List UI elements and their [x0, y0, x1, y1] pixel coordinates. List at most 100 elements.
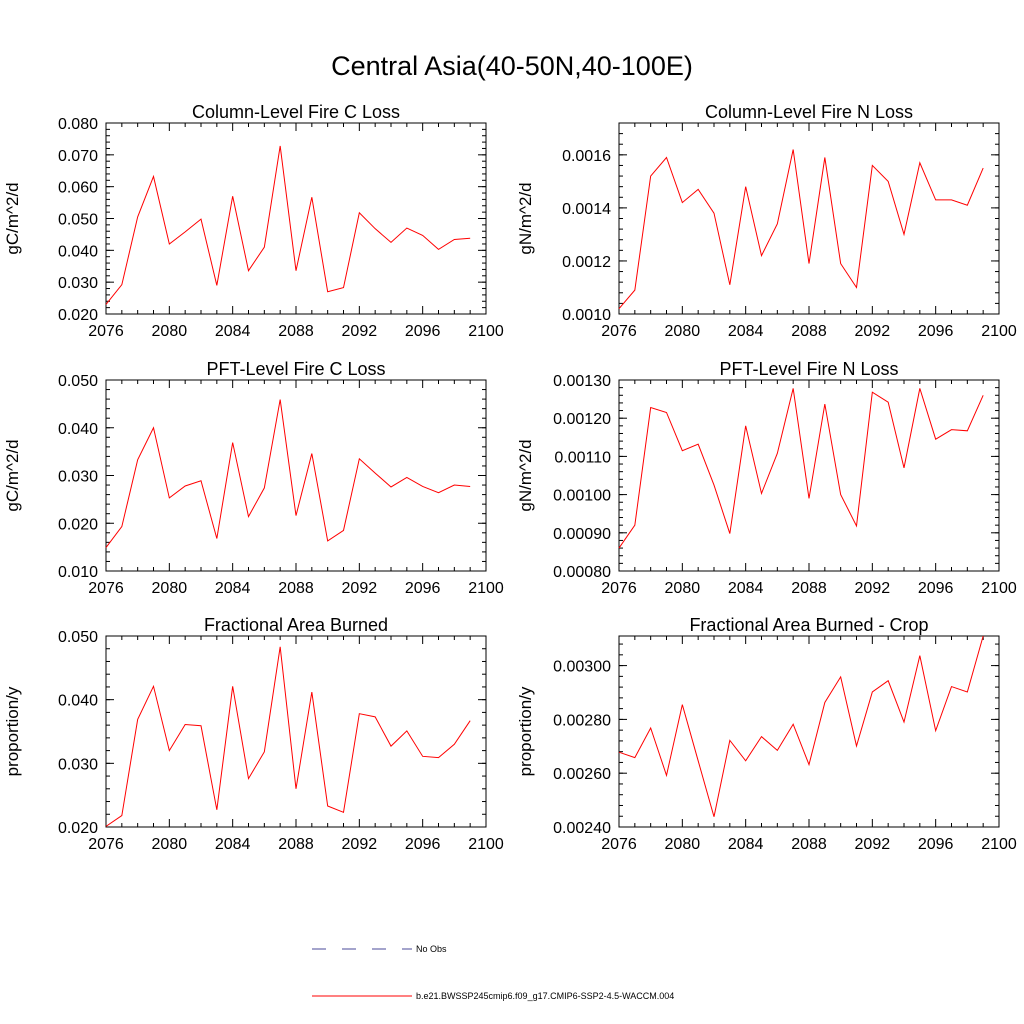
panel-title: Fractional Area Burned - Crop: [689, 615, 928, 635]
x-tick-label: 2096: [405, 836, 441, 853]
y-tick-label: 0.040: [58, 243, 98, 260]
x-tick-label: 2100: [981, 323, 1017, 340]
x-tick-label: 2084: [215, 836, 251, 853]
y-tick-label: 0.040: [58, 421, 98, 438]
y-tick-label: 0.00240: [553, 820, 611, 837]
legend: No Obs b.e21.BWSSP245cmip6.f09_g17.CMIP6-…: [312, 944, 674, 1001]
x-tick-label: 2092: [855, 323, 891, 340]
x-tick-label: 2092: [342, 580, 378, 597]
y-axis-label: proportion/y: [3, 686, 22, 776]
y-tick-label: 0.00130: [553, 373, 611, 390]
y-axis-label: gN/m^2/d: [516, 439, 535, 511]
y-tick-label: 0.00110: [554, 449, 611, 466]
legend-label: b.e21.BWSSP245cmip6.f09_g17.CMIP6-SSP2-4…: [416, 991, 674, 1001]
x-tick-label: 2084: [728, 323, 764, 340]
x-tick-label: 2080: [665, 836, 701, 853]
y-tick-label: 0.050: [58, 212, 98, 229]
chart-panel-5: Fractional Area Burned 2076 2080 2084 2088 20…: [3, 615, 504, 853]
legend-entry: b.e21.BWSSP245cmip6.f09_g17.CMIP6-SSP2-4…: [312, 991, 674, 1001]
y-tick-label: 0.00090: [553, 526, 611, 543]
x-tick-label: 2080: [152, 836, 188, 853]
y-tick-label: 0.060: [58, 180, 98, 197]
chart-panel-4: PFT-Level Fire N Loss 2076 2080 2084 2088 209…: [516, 359, 1017, 597]
x-tick-label: 2084: [728, 580, 764, 597]
y-tick-label: 0.0016: [562, 148, 611, 165]
series-line: [618, 388, 984, 549]
panel-title: PFT-Level Fire C Loss: [206, 359, 385, 379]
y-axis-label: gC/m^2/d: [3, 439, 22, 511]
x-tick-label: 2084: [215, 580, 251, 597]
legend-entry: No Obs: [312, 944, 447, 954]
x-tick-label: 2100: [981, 580, 1017, 597]
y-tick-label: 0.080: [58, 116, 98, 133]
x-tick-label: 2092: [342, 836, 378, 853]
plot-frame: [618, 379, 1000, 572]
y-tick-label: 0.020: [58, 820, 98, 837]
x-tick-label: 2076: [88, 836, 124, 853]
plot-frame: [618, 122, 1000, 315]
x-tick-label: 2092: [855, 836, 891, 853]
panel-title: Fractional Area Burned: [204, 615, 388, 635]
x-tick-label: 2076: [601, 836, 637, 853]
panel-title: Column-Level Fire N Loss: [705, 102, 913, 122]
y-axis-label: gC/m^2/d: [3, 182, 22, 254]
x-tick-label: 2088: [791, 323, 827, 340]
x-tick-label: 2088: [791, 836, 827, 853]
y-tick-label: 0.00080: [553, 564, 611, 581]
x-tick-label: 2092: [855, 580, 891, 597]
y-tick-label: 0.020: [58, 307, 98, 324]
y-tick-label: 0.070: [58, 148, 98, 165]
plot-frame: [105, 635, 487, 828]
x-tick-label: 2100: [981, 836, 1017, 853]
x-tick-label: 2092: [342, 323, 378, 340]
x-tick-label: 2096: [918, 836, 954, 853]
y-tick-label: 0.00100: [553, 488, 611, 505]
series-line: [105, 646, 471, 827]
x-tick-label: 2084: [728, 836, 764, 853]
y-tick-label: 0.010: [58, 564, 98, 581]
panel-title: PFT-Level Fire N Loss: [719, 359, 898, 379]
x-tick-label: 2088: [278, 580, 314, 597]
x-tick-label: 2080: [665, 323, 701, 340]
series-line: [618, 149, 984, 310]
y-tick-label: 0.00120: [553, 411, 611, 428]
x-tick-label: 2096: [918, 323, 954, 340]
y-axis-label: proportion/y: [516, 686, 535, 776]
chart-panel-1: Column-Level Fire C Loss 2076 2080 2084 2088…: [3, 102, 504, 340]
chart-panels: Column-Level Fire C Loss 2076 2080 2084 2088…: [3, 102, 1017, 853]
panel-title: Column-Level Fire C Loss: [192, 102, 400, 122]
figure-title: Central Asia(40-50N,40-100E): [331, 51, 693, 81]
series-line: [618, 635, 984, 817]
chart-panel-2: Column-Level Fire N Loss 2076 2080 2084 2088…: [516, 102, 1017, 340]
y-tick-label: 0.050: [58, 629, 98, 646]
y-tick-label: 0.00300: [553, 659, 611, 676]
x-tick-label: 2100: [468, 580, 504, 597]
y-tick-label: 0.040: [58, 693, 98, 710]
chart-panel-6: Fractional Area Burned - Crop 2076 2080 208…: [516, 615, 1017, 853]
y-tick-label: 0.0010: [562, 307, 611, 324]
y-tick-label: 0.030: [58, 469, 98, 486]
y-tick-label: 0.050: [58, 373, 98, 390]
x-tick-label: 2096: [918, 580, 954, 597]
x-tick-label: 2076: [601, 580, 637, 597]
y-tick-label: 0.020: [58, 516, 98, 533]
legend-label: No Obs: [416, 944, 447, 954]
x-tick-label: 2080: [665, 580, 701, 597]
y-tick-label: 0.0012: [562, 254, 611, 271]
x-tick-label: 2080: [152, 580, 188, 597]
plot-frame: [105, 379, 487, 572]
y-tick-label: 0.030: [58, 756, 98, 773]
x-tick-label: 2076: [88, 323, 124, 340]
series-line: [105, 145, 471, 305]
y-tick-label: 0.0014: [562, 201, 611, 218]
x-tick-label: 2076: [601, 323, 637, 340]
y-tick-label: 0.00280: [553, 712, 611, 729]
x-tick-label: 2084: [215, 323, 251, 340]
y-tick-label: 0.00260: [553, 766, 611, 783]
x-tick-label: 2096: [405, 323, 441, 340]
x-tick-label: 2080: [152, 323, 188, 340]
series-line: [105, 399, 471, 548]
y-axis-label: gN/m^2/d: [516, 182, 535, 254]
y-tick-label: 0.030: [58, 275, 98, 292]
